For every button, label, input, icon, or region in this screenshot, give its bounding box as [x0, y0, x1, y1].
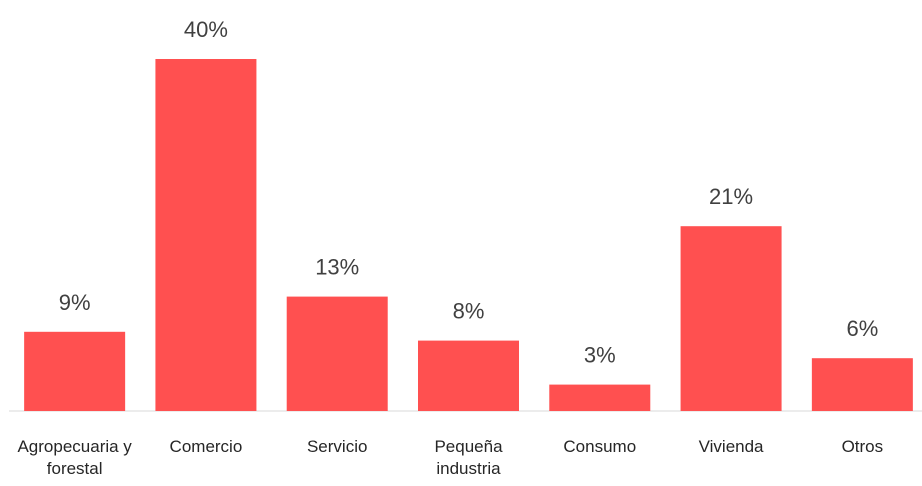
data-label: 13% [315, 255, 359, 280]
bar [680, 226, 782, 411]
x-tick-label: Comercio [169, 437, 243, 456]
data-label: 21% [709, 184, 753, 209]
data-label: 6% [846, 316, 878, 341]
bar [418, 340, 519, 411]
x-tick-label: Consumo [563, 437, 637, 456]
data-label: 8% [453, 299, 485, 324]
x-tick-label: Otros [841, 437, 884, 456]
x-tick-label: Agropecuaria y forestal [17, 437, 132, 478]
data-label: 9% [59, 290, 91, 315]
x-tick-label: Vivienda [698, 437, 764, 456]
bar [549, 384, 651, 411]
bar [155, 59, 257, 411]
data-label: 3% [584, 343, 616, 368]
bar [286, 296, 388, 411]
bar [24, 331, 126, 411]
data-label: 40% [184, 17, 228, 42]
x-tick-label: Servicio [306, 437, 368, 456]
bar [811, 358, 913, 411]
x-tick-label: Pequeña industria [434, 437, 503, 478]
